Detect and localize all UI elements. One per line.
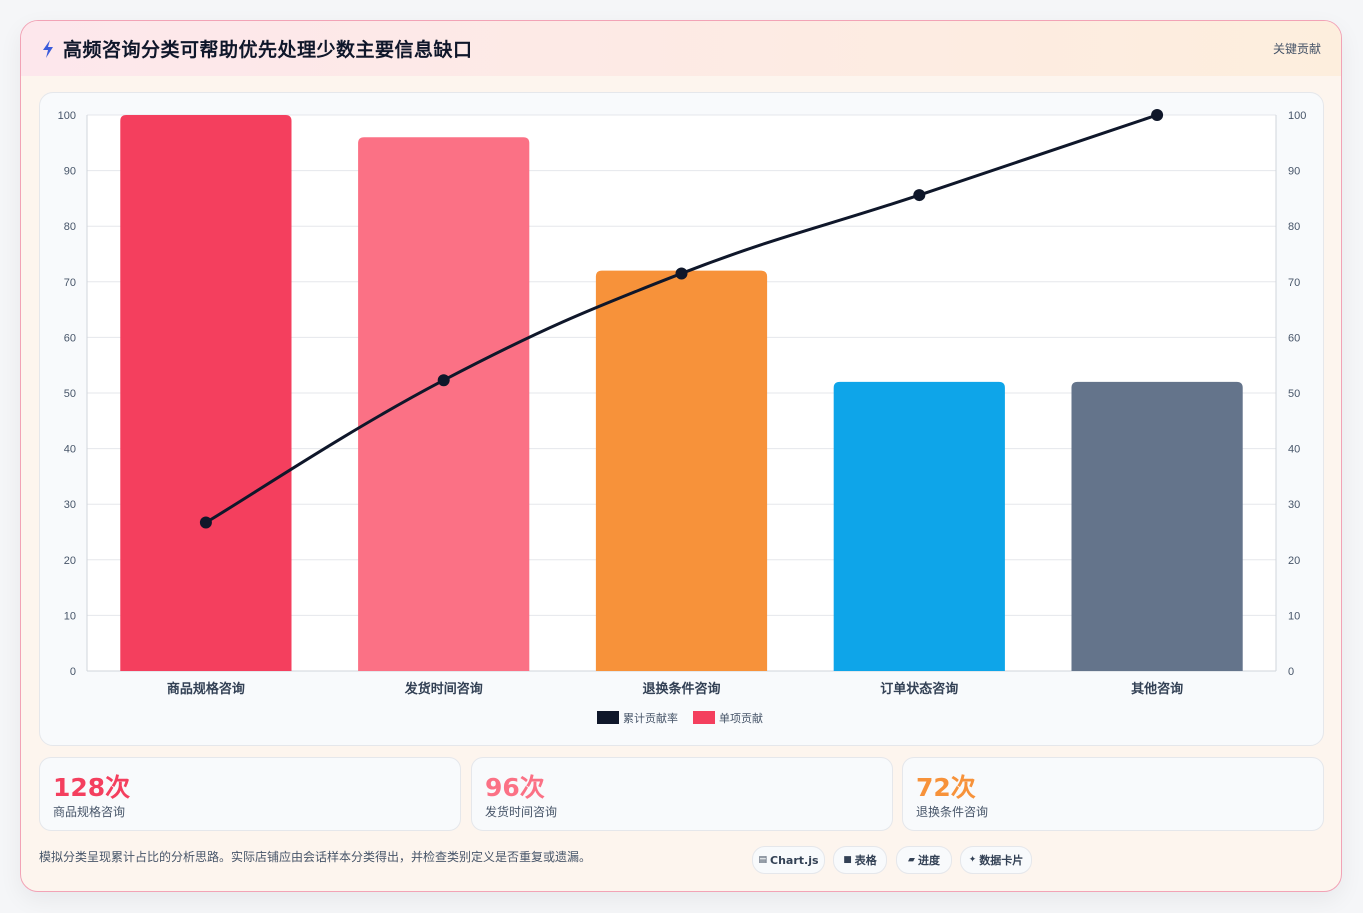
x-tick-label: 退换条件咨询 xyxy=(642,681,720,697)
y-tick-label: 100 xyxy=(58,110,76,122)
y2-tick-label: 90 xyxy=(1288,166,1300,178)
page-title: 高频咨询分类可帮助优先处理少数主要信息缺口 xyxy=(63,39,473,61)
x-tick-label: 其他咨询 xyxy=(1131,681,1183,697)
stat-card: 128次 商品规格咨询 xyxy=(39,757,461,831)
header-tag: 关键贡献 xyxy=(1272,42,1321,56)
stat-label: 发货时间咨询 xyxy=(485,805,558,819)
x-tick-label: 订单状态咨询 xyxy=(880,681,958,697)
bar xyxy=(120,115,292,671)
y2-tick-label: 100 xyxy=(1288,110,1306,122)
stat-value: 128次 xyxy=(53,773,131,802)
x-tick-label: 发货时间咨询 xyxy=(404,681,483,697)
y-tick-label: 90 xyxy=(64,166,76,178)
lightning-icon xyxy=(43,40,53,58)
y-tick-label: 10 xyxy=(64,610,76,622)
stat-card: 96次 发货时间咨询 xyxy=(471,757,893,831)
pill-chartjs[interactable]: ▤ Chart.js xyxy=(752,846,825,874)
stat-label: 商品规格咨询 xyxy=(53,805,126,819)
bar xyxy=(595,270,768,671)
line-point xyxy=(675,267,688,280)
y-tick-label: 40 xyxy=(64,444,76,456)
y-tick-label: 50 xyxy=(64,388,76,400)
pill-label: 进度 xyxy=(917,854,940,867)
line-point xyxy=(199,516,212,529)
pill-table[interactable]: ■ 表格 xyxy=(833,846,887,874)
chart-icon: ▤ xyxy=(758,855,767,865)
pill-datacard[interactable]: ✦ 数据卡片 xyxy=(960,846,1032,874)
y-tick-label: 30 xyxy=(64,499,76,511)
bar xyxy=(358,137,530,672)
stat-value: 96次 xyxy=(485,773,545,802)
legend-swatch xyxy=(597,711,619,724)
table-icon: ■ xyxy=(843,855,852,865)
y-tick-label: 20 xyxy=(64,555,76,567)
legend-label: 单项贡献 xyxy=(719,711,763,725)
chart-panel: 0 10 20 30 40 50 60 70 80 90 100 0 10 20 30 40 50 60 70 80 9… xyxy=(39,92,1324,746)
stat-value: 72次 xyxy=(916,773,976,802)
y2-tick-label: 20 xyxy=(1288,555,1300,567)
y-tick-label: 0 xyxy=(70,666,76,678)
y2-tick-label: 60 xyxy=(1288,332,1300,344)
x-tick-label: 商品规格咨询 xyxy=(167,681,245,697)
y-tick-label: 70 xyxy=(64,277,76,289)
bar xyxy=(833,381,1005,671)
y2-tick-label: 10 xyxy=(1288,610,1300,622)
pareto-chart: 0 10 20 30 40 50 60 70 80 90 100 0 10 20 30 40 50 60 70 80 9… xyxy=(58,109,1306,725)
card-header: 高频咨询分类可帮助优先处理少数主要信息缺口 关键贡献 xyxy=(21,21,1341,76)
y2-tick-label: 30 xyxy=(1288,499,1300,511)
pill-label: 数据卡片 xyxy=(979,854,1024,867)
y2-tick-label: 0 xyxy=(1288,666,1294,678)
stat-cards: 128次 商品规格咨询 96次 发货时间咨询 72次 退换条件咨询 xyxy=(39,757,1324,831)
pill-progress[interactable]: ▰ 进度 xyxy=(896,846,952,874)
card-icon: ✦ xyxy=(968,855,977,865)
y2-tick-label: 50 xyxy=(1288,388,1300,400)
y-tick-label: 80 xyxy=(64,221,76,233)
y-tick-label: 60 xyxy=(64,332,76,344)
stat-label: 退换条件咨询 xyxy=(916,805,989,819)
pill-label: Chart.js xyxy=(770,853,819,867)
line-point xyxy=(1151,109,1164,121)
y2-tick-label: 80 xyxy=(1288,221,1300,233)
bar xyxy=(1071,381,1243,671)
legend-swatch xyxy=(693,711,715,724)
chart-card: 高频咨询分类可帮助优先处理少数主要信息缺口 关键贡献 0 10 20 30 40 50 60… xyxy=(20,20,1342,892)
pill-label: 表格 xyxy=(854,854,877,867)
line-point xyxy=(913,189,926,202)
stat-card: 72次 退换条件咨询 xyxy=(902,757,1324,831)
line-point xyxy=(437,374,450,387)
legend-label: 累计贡献率 xyxy=(623,711,678,725)
y2-tick-label: 40 xyxy=(1288,444,1300,456)
y2-tick-label: 70 xyxy=(1288,277,1300,289)
footnote: 模拟分类呈现累计占比的分析思路。实际店铺应由会话样本分类得出，并检查类别定义是否… xyxy=(39,850,592,864)
progress-icon: ▰ xyxy=(908,855,915,865)
